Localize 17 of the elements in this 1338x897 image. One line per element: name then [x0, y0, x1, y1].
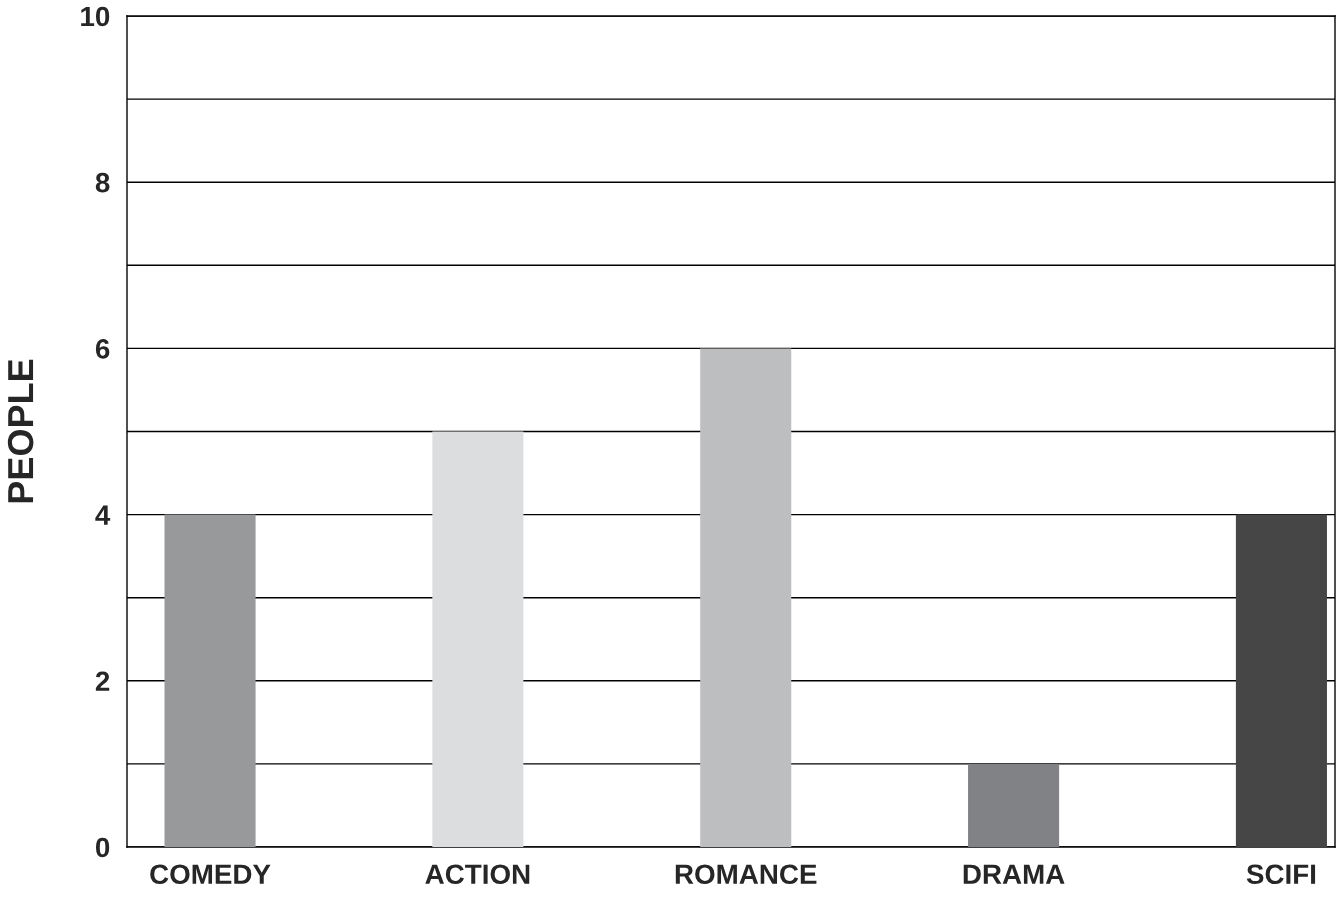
y-tick-label: 10: [81, 6, 110, 27]
y-tick-label: 8: [95, 172, 110, 193]
x-tick-label: ROMANCE: [675, 864, 817, 885]
y-tick-label: 0: [95, 837, 110, 858]
bar: [432, 431, 524, 847]
y-tick-label: 4: [95, 505, 111, 525]
x-tick-label: ACTION: [425, 864, 530, 885]
y-tick-label: 6: [95, 339, 110, 359]
bar: [968, 763, 1060, 847]
x-tick-label: COMEDY: [150, 864, 271, 885]
y-tick-label: 2: [95, 671, 110, 691]
bar: [1235, 514, 1327, 847]
x-tick-label: SCIFI: [1246, 864, 1316, 885]
bar: [164, 514, 256, 847]
bar: [700, 348, 792, 847]
y-axis-title: PEOPLE: [7, 359, 34, 503]
x-tick-label: DRAMA: [963, 864, 1065, 884]
